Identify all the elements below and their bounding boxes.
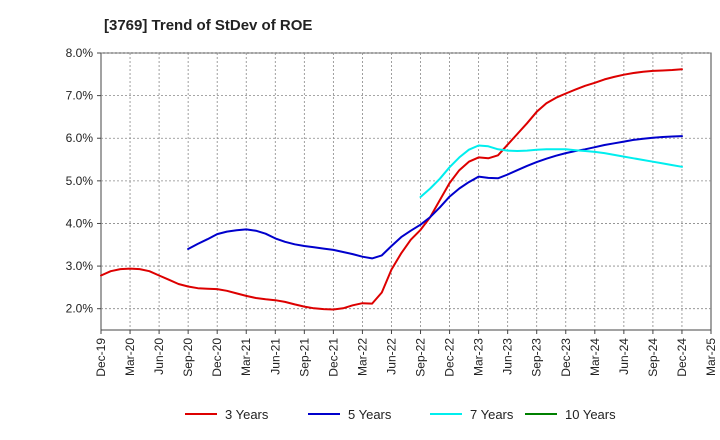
series-line-5-years xyxy=(187,135,683,260)
x-tick-label: Mar-21 xyxy=(239,338,253,376)
legend: 3 Years 5 Years 7 Years 10 Years xyxy=(185,407,616,422)
x-tick-label: Mar-20 xyxy=(123,338,137,376)
x-tick-label: Jun-22 xyxy=(384,338,398,375)
x-tick-label: Dec-21 xyxy=(326,338,340,377)
x-tick-label: Jun-20 xyxy=(152,338,166,375)
x-tick-label: Mar-23 xyxy=(472,338,486,376)
x-tick-label: Dec-23 xyxy=(559,338,573,377)
x-tick-label: Dec-22 xyxy=(443,338,457,377)
legend-label: 3 Years xyxy=(225,407,269,422)
x-tick-label: Jun-21 xyxy=(268,338,282,375)
x-tick-label: Sep-21 xyxy=(297,338,311,377)
y-tick-label: 8.0% xyxy=(66,46,94,60)
x-tick-label: Jun-23 xyxy=(501,338,515,375)
x-tick-label: Mar-24 xyxy=(588,338,602,376)
x-tick-label: Dec-24 xyxy=(675,338,689,377)
x-axis-ticks: Dec-19 Mar-20 Jun-20 Sep-20 Dec-20 Mar-21 Jun-… xyxy=(94,330,718,377)
x-tick-label: Mar-25 xyxy=(704,338,718,376)
y-tick-label: 5.0% xyxy=(66,174,94,188)
legend-label: 10 Years xyxy=(565,407,616,422)
y-tick-label: 2.0% xyxy=(66,302,94,316)
y-gridlines xyxy=(101,52,711,310)
x-tick-label: Sep-24 xyxy=(646,338,660,377)
y-axis-ticks: 2.0% 3.0% 4.0% 5.0% 6.0% 7.0% 8.0% xyxy=(66,46,101,316)
series-lines xyxy=(100,68,683,311)
y-tick-label: 7.0% xyxy=(66,89,94,103)
y-tick-label: 3.0% xyxy=(66,259,94,273)
x-tick-label: Sep-23 xyxy=(530,338,544,377)
series-line-7-years xyxy=(419,144,683,198)
x-tick-label: Mar-22 xyxy=(355,338,369,376)
x-tick-label: Dec-20 xyxy=(210,338,224,377)
chart-title: [3769] Trend of StDev of ROE xyxy=(104,17,312,34)
series-line-3-years xyxy=(100,68,683,311)
y-tick-label: 6.0% xyxy=(66,131,94,145)
x-tick-label: Dec-19 xyxy=(94,338,108,377)
x-tick-label: Sep-22 xyxy=(414,338,428,377)
plot-area xyxy=(100,52,712,331)
legend-label: 5 Years xyxy=(348,407,392,422)
y-tick-label: 4.0% xyxy=(66,216,94,230)
x-tick-label: Sep-20 xyxy=(181,338,195,377)
x-tick-label: Jun-24 xyxy=(617,338,631,375)
legend-label: 7 Years xyxy=(470,407,514,422)
